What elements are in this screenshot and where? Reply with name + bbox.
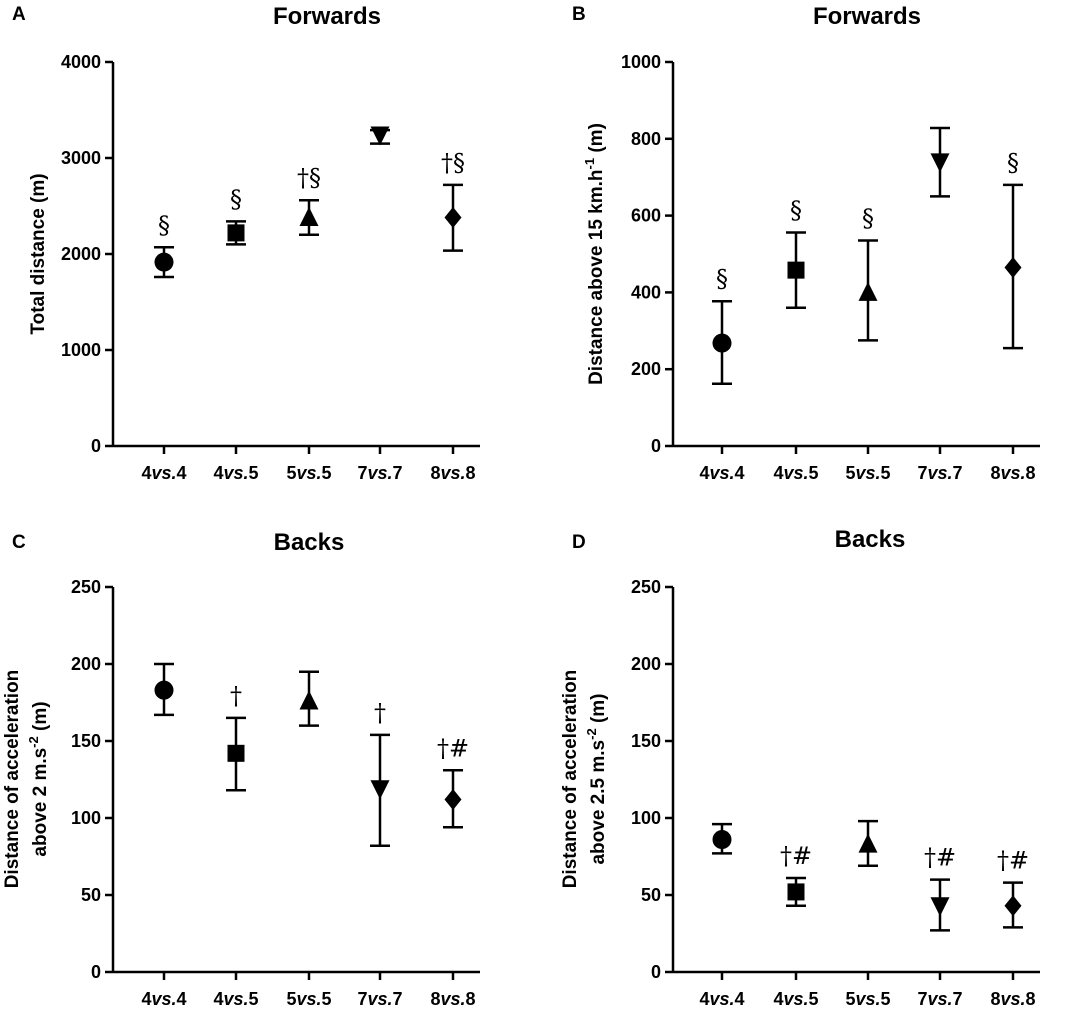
y-axis-label-line1: Distance of acceleration bbox=[2, 670, 23, 889]
data-point-triangle-up bbox=[299, 690, 319, 710]
data-point-square bbox=[787, 883, 805, 901]
x-tick-label: 8vs.8 bbox=[430, 463, 475, 483]
y-tick-label: 150 bbox=[71, 731, 101, 751]
significance-annotation: § bbox=[1007, 149, 1019, 177]
chart-title: Backs bbox=[274, 529, 345, 556]
y-tick-label: 4000 bbox=[61, 52, 101, 72]
data-point-diamond bbox=[444, 207, 462, 229]
y-tick-label: 400 bbox=[631, 282, 661, 302]
y-tick-label: 3000 bbox=[61, 148, 101, 168]
data-point-circle bbox=[154, 680, 174, 700]
y-tick-label: 0 bbox=[651, 436, 661, 456]
y-tick-label: 2000 bbox=[61, 244, 101, 264]
panel-letter: D bbox=[572, 532, 586, 553]
significance-annotation: § bbox=[158, 211, 170, 239]
significance-annotation: †§ bbox=[297, 164, 321, 192]
y-axis-label: Distance above 15 km.h-1 (m) bbox=[582, 123, 607, 385]
y-tick-label: 0 bbox=[91, 436, 101, 456]
data-point-diamond bbox=[1004, 895, 1022, 917]
data-point-triangle-up bbox=[858, 281, 878, 301]
data-point-triangle-up bbox=[299, 207, 319, 227]
panel-letter: C bbox=[12, 532, 26, 553]
data-point-circle bbox=[154, 252, 174, 272]
y-tick-label: 100 bbox=[631, 808, 661, 828]
significance-annotation: †# bbox=[437, 734, 469, 762]
x-tick-label: 7vs.7 bbox=[917, 463, 962, 483]
x-tick-label: 5vs.5 bbox=[845, 463, 890, 483]
significance-annotation: †# bbox=[997, 847, 1029, 875]
data-point-square bbox=[227, 224, 245, 242]
x-tick-label: 4vs.5 bbox=[773, 989, 818, 1009]
y-tick-label: 0 bbox=[651, 962, 661, 982]
y-axis-label: Total distance (m) bbox=[28, 173, 49, 334]
data-point-diamond bbox=[1004, 256, 1022, 278]
y-tick-label: 600 bbox=[631, 206, 661, 226]
y-tick-label: 100 bbox=[71, 808, 101, 828]
data-point-square bbox=[227, 744, 245, 762]
x-tick-label: 4vs.4 bbox=[141, 463, 186, 483]
significance-annotation: †§ bbox=[441, 149, 465, 177]
y-axis-label-line2: above 2.5 m.s-2 (m) bbox=[584, 693, 609, 864]
panel-a: A Forwards 0 1000 2000 3000 4000 4vs.4 4vs.5 5vs.… bbox=[12, 3, 480, 483]
y-tick-label: 200 bbox=[631, 359, 661, 379]
x-tick-label: 7vs.7 bbox=[357, 463, 402, 483]
significance-annotation: †# bbox=[924, 844, 956, 872]
x-tick-label: 5vs.5 bbox=[286, 989, 331, 1009]
significance-annotation: § bbox=[230, 185, 242, 213]
x-tick-label: 7vs.7 bbox=[917, 989, 962, 1009]
y-tick-label: 800 bbox=[631, 129, 661, 149]
x-tick-label: 5vs.5 bbox=[845, 989, 890, 1009]
data-point-triangle-up bbox=[858, 833, 878, 853]
data-point-triangle-down bbox=[930, 897, 950, 917]
data-point-triangle-down bbox=[370, 126, 390, 146]
x-tick-label: 8vs.8 bbox=[990, 989, 1035, 1009]
data-point-triangle-down bbox=[930, 153, 950, 173]
x-tick-label: 8vs.8 bbox=[990, 463, 1035, 483]
panel-c: C Backs 0 50 100 150 200 250 4vs.4 4vs.5 5vs.5 7vs.… bbox=[2, 529, 480, 1009]
data-point-square bbox=[787, 261, 805, 279]
x-tick-label: 4vs.5 bbox=[213, 463, 258, 483]
y-axis-label-line1: Distance of acceleration bbox=[560, 670, 581, 889]
data-point-circle bbox=[712, 333, 732, 353]
chart-title: Forwards bbox=[813, 3, 921, 30]
significance-annotation: † bbox=[230, 682, 242, 710]
y-tick-label: 50 bbox=[81, 885, 101, 905]
y-tick-label: 1000 bbox=[61, 340, 101, 360]
significance-annotation: § bbox=[716, 265, 728, 293]
panel-letter: A bbox=[12, 4, 26, 25]
y-tick-label: 200 bbox=[631, 654, 661, 674]
chart-title: Forwards bbox=[273, 3, 381, 30]
significance-annotation: § bbox=[790, 196, 802, 224]
panel-letter: B bbox=[572, 4, 586, 25]
x-tick-label: 4vs.4 bbox=[699, 989, 744, 1009]
x-tick-label: 5vs.5 bbox=[286, 463, 331, 483]
data-point-diamond bbox=[444, 789, 462, 811]
y-tick-label: 1000 bbox=[621, 52, 661, 72]
x-tick-label: 4vs.5 bbox=[213, 989, 258, 1009]
x-tick-label: 4vs.4 bbox=[141, 989, 186, 1009]
panel-b: B Forwards 0 200 400 600 800 1000 4vs.4 4vs.5 5vs.… bbox=[572, 3, 1040, 483]
panel-d: D Backs 0 50 100 150 200 250 4vs.4 4vs.5 5vs.5 7vs.… bbox=[560, 526, 1040, 1009]
x-tick-label: 7vs.7 bbox=[357, 989, 402, 1009]
significance-annotation: †# bbox=[780, 842, 812, 870]
y-tick-label: 50 bbox=[641, 885, 661, 905]
y-tick-label: 200 bbox=[71, 654, 101, 674]
data-point-triangle-down bbox=[370, 780, 390, 800]
x-tick-label: 8vs.8 bbox=[430, 989, 475, 1009]
x-tick-label: 4vs.5 bbox=[773, 463, 818, 483]
x-tick-label: 4vs.4 bbox=[699, 463, 744, 483]
significance-annotation: † bbox=[374, 699, 386, 727]
y-axis-label-line2: above 2 m.s-2 (m) bbox=[26, 701, 51, 856]
data-point-circle bbox=[712, 830, 732, 850]
y-tick-label: 250 bbox=[631, 577, 661, 597]
y-tick-label: 0 bbox=[91, 962, 101, 982]
y-tick-label: 150 bbox=[631, 731, 661, 751]
chart-title: Backs bbox=[835, 526, 906, 553]
y-tick-label: 250 bbox=[71, 577, 101, 597]
significance-annotation: § bbox=[862, 205, 874, 233]
